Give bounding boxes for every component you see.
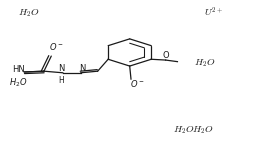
- Text: $U^{2+}$: $U^{2+}$: [204, 6, 223, 20]
- Text: O: O: [163, 51, 170, 60]
- Text: $H_2O$: $H_2O$: [18, 7, 40, 19]
- Text: $O^-$: $O^-$: [130, 78, 145, 89]
- Text: H: H: [59, 76, 64, 85]
- Text: $O^-$: $O^-$: [49, 41, 63, 52]
- Text: $H_2O$: $H_2O$: [194, 58, 215, 69]
- Text: HN: HN: [12, 65, 25, 74]
- Text: $H_2O$: $H_2O$: [9, 76, 28, 89]
- Text: N: N: [58, 64, 65, 73]
- Text: $H_2OH_2O$: $H_2OH_2O$: [173, 124, 214, 136]
- Text: N: N: [79, 64, 85, 73]
